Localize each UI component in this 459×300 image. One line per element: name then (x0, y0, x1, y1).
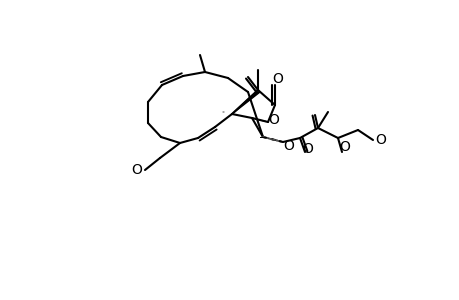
Text: O: O (339, 140, 350, 154)
Polygon shape (231, 92, 259, 114)
Text: O: O (272, 72, 283, 86)
Text: O: O (375, 133, 386, 147)
Text: O: O (302, 142, 313, 156)
Text: O: O (283, 139, 294, 153)
Text: O: O (131, 163, 142, 177)
Text: O: O (268, 113, 279, 127)
